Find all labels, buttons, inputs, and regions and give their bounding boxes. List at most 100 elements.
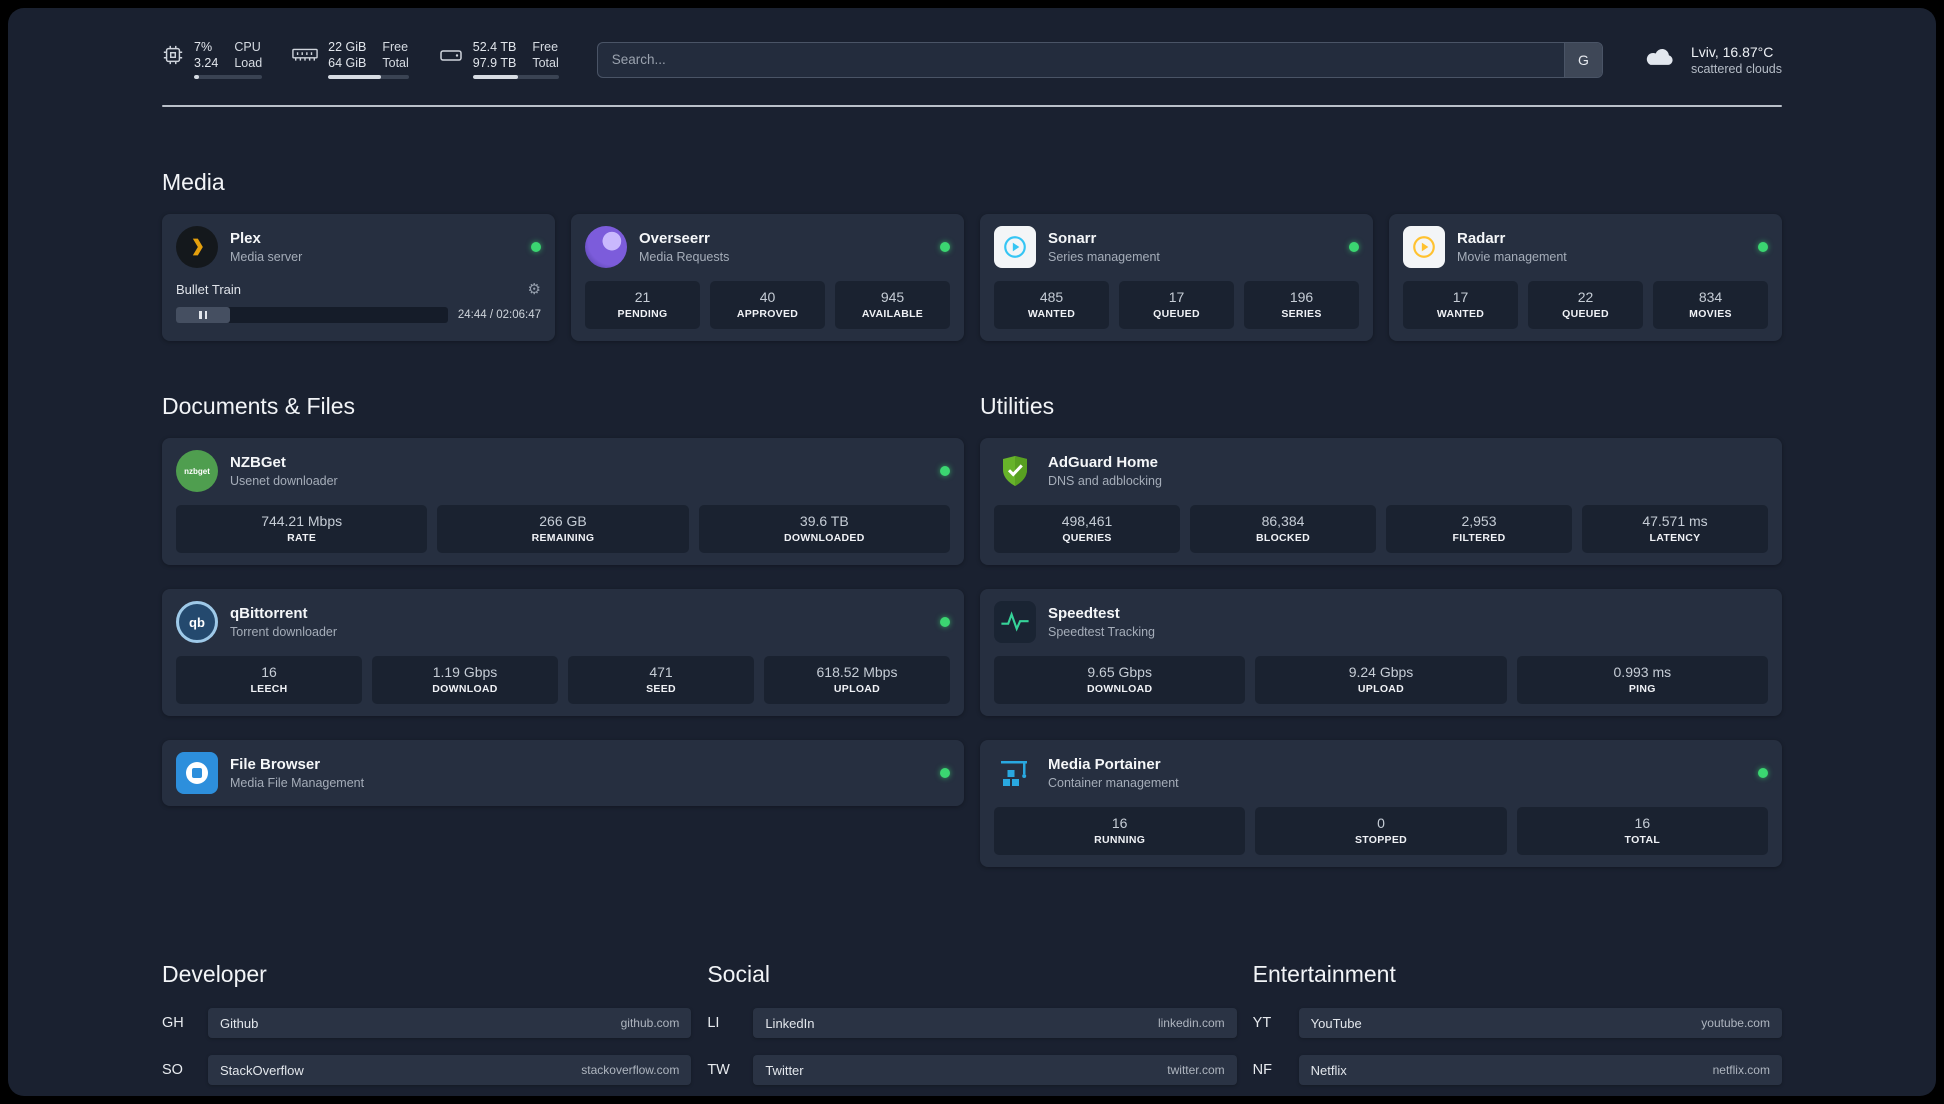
app-name: File Browser <box>230 756 321 774</box>
status-dot <box>940 466 950 476</box>
stat-value: 744.21 Mbps <box>261 513 343 529</box>
cloud-icon <box>1641 43 1679 76</box>
bookmark-link-linkedin[interactable]: LinkedIn linkedin.com <box>753 1008 1237 1038</box>
bookmark-abbr: TW <box>707 1062 730 1078</box>
bookmark-url: youtube.com <box>1701 1016 1770 1030</box>
bookmark-link-netflix[interactable]: Netflix netflix.com <box>1298 1055 1782 1085</box>
app-card-sonarr[interactable]: Sonarr Series management 485 WANTED 17 Q… <box>980 214 1373 341</box>
stat-label: LEECH <box>250 683 288 695</box>
stat-tile: 40 APPROVED <box>710 281 825 329</box>
stat-value: 0 <box>1377 815 1385 831</box>
bookmark-row: TW Twitter twitter.com <box>707 1055 1237 1085</box>
bookmark-name: YouTube <box>1310 1015 1362 1031</box>
bookmark-link-youtube[interactable]: YouTube youtube.com <box>1298 1008 1782 1038</box>
stat-label: SEED <box>646 683 676 695</box>
search-bar: G <box>596 41 1603 78</box>
stat-tile: 21 PENDING <box>585 281 700 329</box>
bookmark-name: Twitter <box>765 1062 804 1078</box>
app-card-plex[interactable]: Plex Media server Bullet Train ⚙ 24:44 /… <box>162 214 555 341</box>
cpu-icon <box>162 40 184 71</box>
bookmark-group-title: Entertainment <box>1252 961 1396 987</box>
app-name: Plex <box>230 230 261 248</box>
stat-value: 22 <box>1577 289 1594 305</box>
nzbget-icon-text: nzbget <box>184 466 210 476</box>
weather-location: Lviv, 16.87°C <box>1690 43 1774 60</box>
app-card-filebrowser[interactable]: File Browser Media File Management <box>162 740 964 806</box>
qbittorrent-icon-text: qb <box>189 614 205 630</box>
status-dot <box>1349 242 1359 252</box>
stat-label: DOWNLOAD <box>432 683 498 695</box>
disk-icon <box>439 40 463 71</box>
utilities-column: Utilities AdGuard Home <box>980 393 1782 891</box>
stat-value: 0.993 ms <box>1613 664 1672 680</box>
bookmark-url: github.com <box>620 1016 680 1030</box>
playback-progress[interactable] <box>176 307 448 323</box>
app-card-qbittorrent[interactable]: qb qBittorrent Torrent downloader 16 LEE… <box>162 589 964 716</box>
system-stats: 7% 3.24 CPU Load <box>162 40 559 79</box>
stat-value: 9.65 Gbps <box>1087 664 1152 680</box>
cpu-label: CPU <box>234 40 261 54</box>
stat-label: AVAILABLE <box>861 308 924 320</box>
documents-column: Documents & Files nzbget NZBGet Usenet d… <box>162 393 964 891</box>
stat-tile: 9.24 Gbps UPLOAD <box>1255 656 1507 704</box>
bookmark-link-stackoverflow[interactable]: StackOverflow stackoverflow.com <box>208 1055 692 1085</box>
weather-widget: Lviv, 16.87°C scattered clouds <box>1641 43 1782 76</box>
app-card-overseerr[interactable]: Overseerr Media Requests 21 PENDING 40 A… <box>571 214 964 341</box>
memory-free-value: 22 GiB <box>328 40 367 54</box>
search-input[interactable] <box>597 42 1564 77</box>
stat-value: 266 GB <box>539 513 587 529</box>
stat-tile: 9.65 Gbps DOWNLOAD <box>994 656 1246 704</box>
bookmark-row: LI LinkedIn linkedin.com <box>707 1008 1237 1038</box>
now-playing-title: Bullet Train <box>176 281 242 297</box>
pause-button[interactable] <box>176 307 230 323</box>
stat-value: 485 <box>1039 289 1064 305</box>
app-desc: Media Requests <box>639 249 730 264</box>
cpu-load-value: 3.24 <box>194 56 219 70</box>
app-card-portainer[interactable]: Media Portainer Container management 16 … <box>980 740 1782 867</box>
search-engine-button[interactable]: G <box>1563 42 1602 77</box>
app-desc: Torrent downloader <box>230 624 338 639</box>
stat-tile: 0.993 ms PING <box>1516 656 1768 704</box>
bookmark-link-github[interactable]: Github github.com <box>208 1008 692 1038</box>
bookmark-abbr: NF <box>1252 1062 1272 1078</box>
stat-value: 47.571 ms <box>1642 513 1708 529</box>
stat-label: LATENCY <box>1649 532 1701 544</box>
memory-icon <box>292 40 318 71</box>
status-dot <box>940 768 950 778</box>
section-title-documents: Documents & Files <box>162 393 356 419</box>
stat-value: 40 <box>759 289 776 305</box>
stat-tile: 2,953 FILTERED <box>1386 505 1572 553</box>
stat-value: 16 <box>261 664 277 680</box>
settings-gear-icon[interactable]: ⚙ <box>527 281 541 298</box>
filebrowser-icon <box>176 752 218 794</box>
stat-value: 196 <box>1289 289 1314 305</box>
app-desc: Media File Management <box>230 775 365 790</box>
radarr-icon <box>1403 226 1445 268</box>
bookmark-name: StackOverflow <box>220 1062 304 1078</box>
bookmark-group-developer: Developer GH Github github.com SO StackO… <box>162 961 692 1096</box>
cpu-load-label: Load <box>234 56 263 70</box>
stat-value: 17 <box>1168 289 1185 305</box>
stat-tile: 86,384 BLOCKED <box>1190 505 1376 553</box>
app-card-adguard[interactable]: AdGuard Home DNS and adblocking 498,461 … <box>980 438 1782 565</box>
app-card-nzbget[interactable]: nzbget NZBGet Usenet downloader 744.21 M… <box>162 438 964 565</box>
app-card-speedtest[interactable]: Speedtest Speedtest Tracking 9.65 Gbps D… <box>980 589 1782 716</box>
disk-total-label: Total <box>532 56 559 70</box>
bookmarks: Developer GH Github github.com SO StackO… <box>162 961 1782 1096</box>
bookmark-link-twitter[interactable]: Twitter twitter.com <box>753 1055 1237 1085</box>
stat-label: APPROVED <box>736 308 799 320</box>
status-dot <box>940 242 950 252</box>
stat-label: PENDING <box>617 308 668 320</box>
bookmark-abbr: SO <box>162 1062 183 1078</box>
app-card-radarr[interactable]: Radarr Movie management 17 WANTED 22 QUE… <box>1389 214 1782 341</box>
stat-label: QUEUED <box>1153 308 1200 320</box>
section-title-utilities: Utilities <box>980 393 1055 419</box>
plex-icon <box>176 226 218 268</box>
stat-label: UPLOAD <box>1357 683 1405 695</box>
stat-tile: 196 SERIES <box>1244 281 1359 329</box>
app-desc: Movie management <box>1457 249 1567 264</box>
memory-usage-bar <box>328 75 409 79</box>
stat-value: 2,953 <box>1461 513 1497 529</box>
memory-free-label: Free <box>382 40 409 54</box>
stat-tile: 744.21 Mbps RATE <box>176 505 428 553</box>
